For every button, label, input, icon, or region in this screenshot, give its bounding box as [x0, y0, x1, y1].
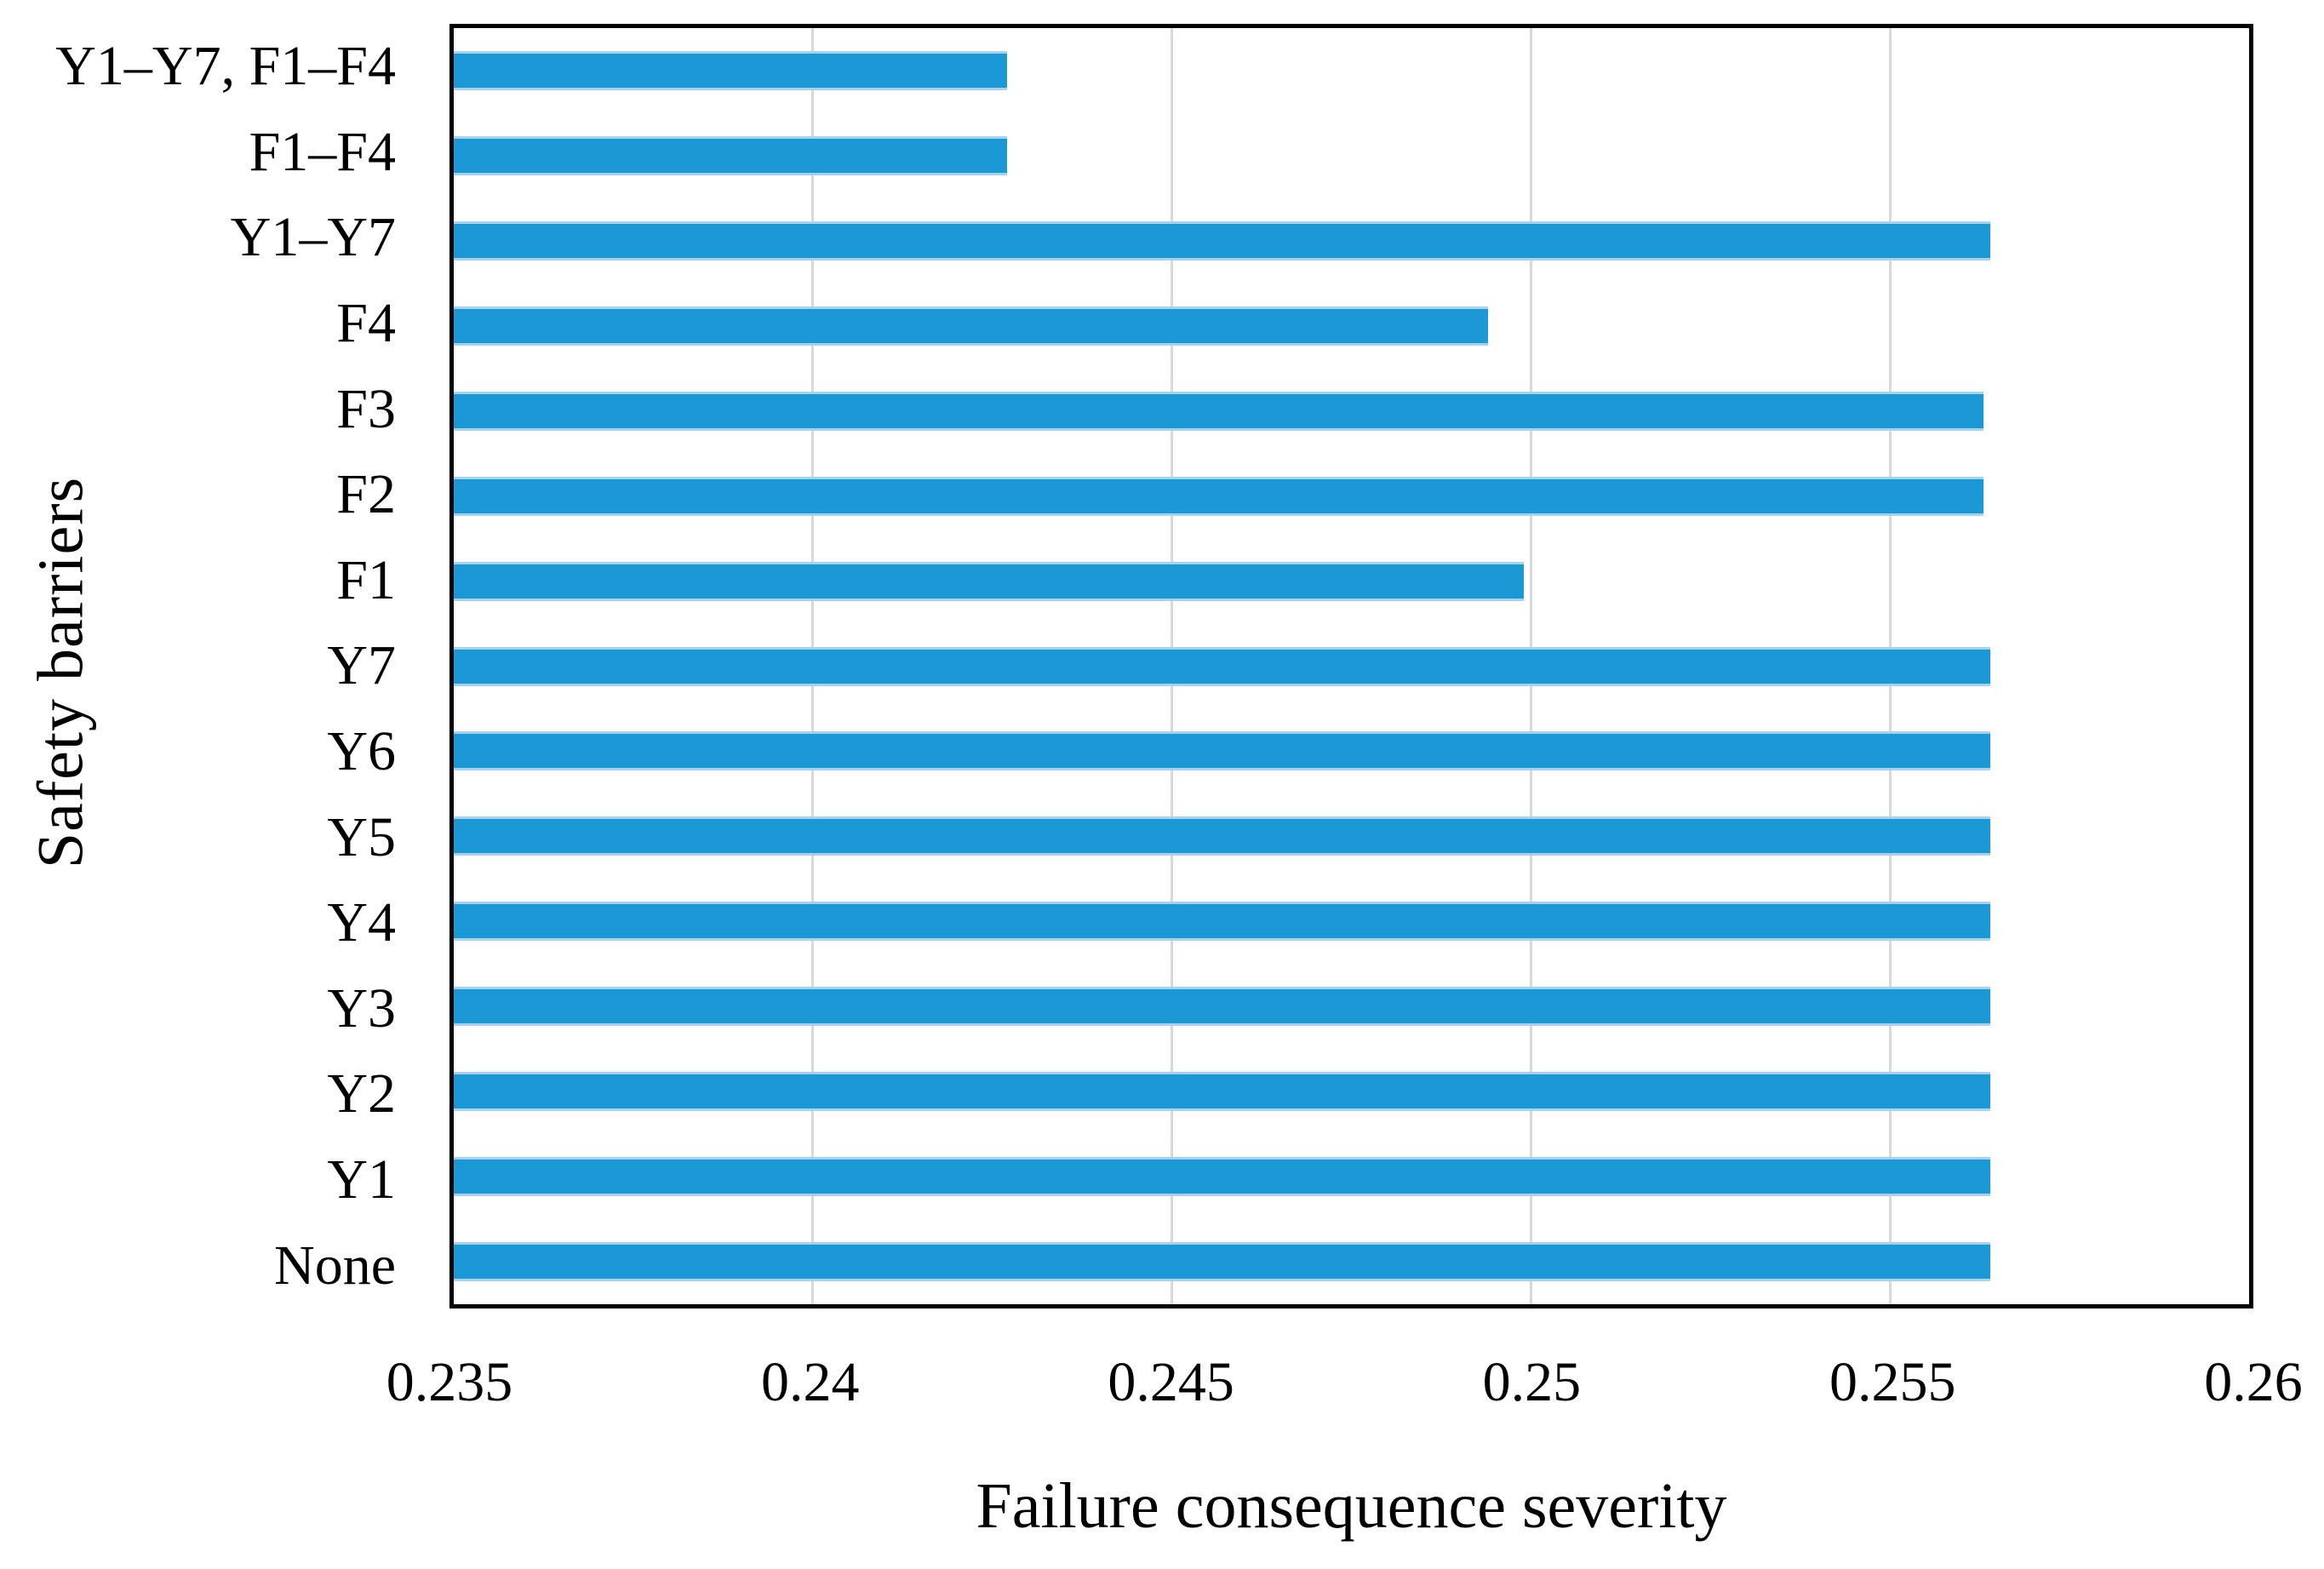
bar-Y6: [454, 731, 1991, 771]
bar-row: [454, 709, 2249, 794]
category-label: None: [274, 1234, 396, 1297]
x-tick-label: 0.26: [2204, 1351, 2303, 1413]
bar-Y1–Y7: [454, 220, 1991, 261]
category-label: F1: [336, 548, 396, 611]
category-axis-labels: Y1–Y7, F1–F4 F1–F4 Y1–Y7 F4 F3 F2 F1 Y7 Y6 Y5 Y4 Y3…: [0, 24, 396, 1308]
category-label: F2: [336, 463, 396, 526]
x-axis-title: Failure consequence severity: [976, 1470, 1727, 1542]
x-tick-label: 0.235: [386, 1351, 513, 1413]
bar-row: [454, 964, 2249, 1049]
bar-row: [454, 1219, 2249, 1304]
bar-Y1–Y7, F1–F4: [454, 50, 1007, 90]
bar-F1: [454, 561, 1524, 601]
bar-row: [454, 454, 2249, 539]
category-label: F4: [336, 292, 396, 355]
bar-F4: [454, 306, 1488, 346]
bar-F3: [454, 391, 1983, 431]
category-label: Y1–Y7: [230, 206, 396, 269]
bar-row: [454, 793, 2249, 879]
bars-layer: [454, 28, 2249, 1304]
plot-area: [449, 24, 2253, 1308]
bar-None: [454, 1242, 1991, 1282]
category-label: F3: [336, 377, 396, 440]
category-label: Y1–Y7, F1–F4: [55, 35, 396, 98]
bar-Y3: [454, 987, 1991, 1027]
bar-row: [454, 28, 2249, 113]
bar-row: [454, 539, 2249, 624]
bar-row: [454, 113, 2249, 198]
bar-row: [454, 369, 2249, 454]
category-label: Y7: [327, 634, 396, 697]
bar-Y5: [454, 816, 1991, 856]
x-axis-tick-labels: 0.235 0.24 0.245 0.25 0.255 0.26: [386, 1350, 2303, 1427]
x-tick-label: 0.24: [761, 1351, 860, 1413]
bar-row: [454, 879, 2249, 964]
category-label: Y6: [327, 720, 396, 783]
category-label: Y4: [327, 891, 396, 954]
bar-F2: [454, 476, 1983, 516]
category-label: Y2: [327, 1062, 396, 1125]
category-label: Y3: [327, 976, 396, 1039]
bar-Y7: [454, 646, 1991, 686]
bar-Y4: [454, 902, 1991, 942]
bar-Y2: [454, 1072, 1991, 1112]
bar-row: [454, 624, 2249, 709]
category-label: F1–F4: [249, 120, 396, 183]
bar-row: [454, 1134, 2249, 1219]
bar-F1–F4: [454, 135, 1007, 175]
x-tick-label: 0.245: [1108, 1351, 1234, 1413]
bar-row: [454, 1049, 2249, 1134]
x-tick-label: 0.25: [1482, 1351, 1582, 1413]
bar-row: [454, 283, 2249, 369]
category-label: Y1: [327, 1148, 396, 1211]
x-tick-label: 0.255: [1829, 1351, 1956, 1413]
bar-Y1: [454, 1157, 1991, 1197]
bar-row: [454, 198, 2249, 283]
category-label: Y5: [327, 805, 396, 868]
